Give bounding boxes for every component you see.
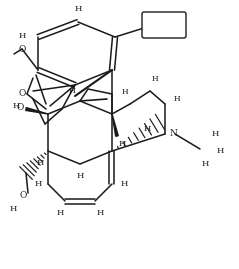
Text: H: H — [74, 5, 82, 13]
Text: O: O — [18, 90, 26, 98]
Text: O: O — [19, 192, 27, 200]
Text: H: H — [152, 75, 158, 83]
Text: H: H — [34, 180, 42, 188]
Text: H: H — [122, 88, 128, 96]
Text: H: H — [211, 130, 219, 138]
Text: H: H — [56, 209, 64, 217]
Text: H: H — [69, 87, 76, 95]
Text: H: H — [36, 159, 44, 167]
Text: H: H — [96, 209, 104, 217]
Polygon shape — [26, 108, 48, 114]
Text: H: H — [12, 102, 20, 110]
Text: H: H — [201, 160, 209, 168]
Text: H: H — [118, 140, 126, 148]
Text: H: H — [174, 95, 180, 103]
FancyBboxPatch shape — [142, 12, 186, 38]
Text: N: N — [169, 129, 177, 139]
Text: H: H — [9, 205, 17, 213]
Text: Abs: Abs — [154, 22, 174, 30]
Text: H: H — [18, 32, 26, 40]
Text: H: H — [120, 180, 128, 188]
Text: O: O — [16, 102, 24, 111]
Text: H: H — [216, 147, 224, 155]
Text: H: H — [76, 172, 84, 180]
Text: O: O — [18, 45, 26, 55]
Text: H: H — [143, 125, 151, 133]
Polygon shape — [112, 114, 118, 136]
